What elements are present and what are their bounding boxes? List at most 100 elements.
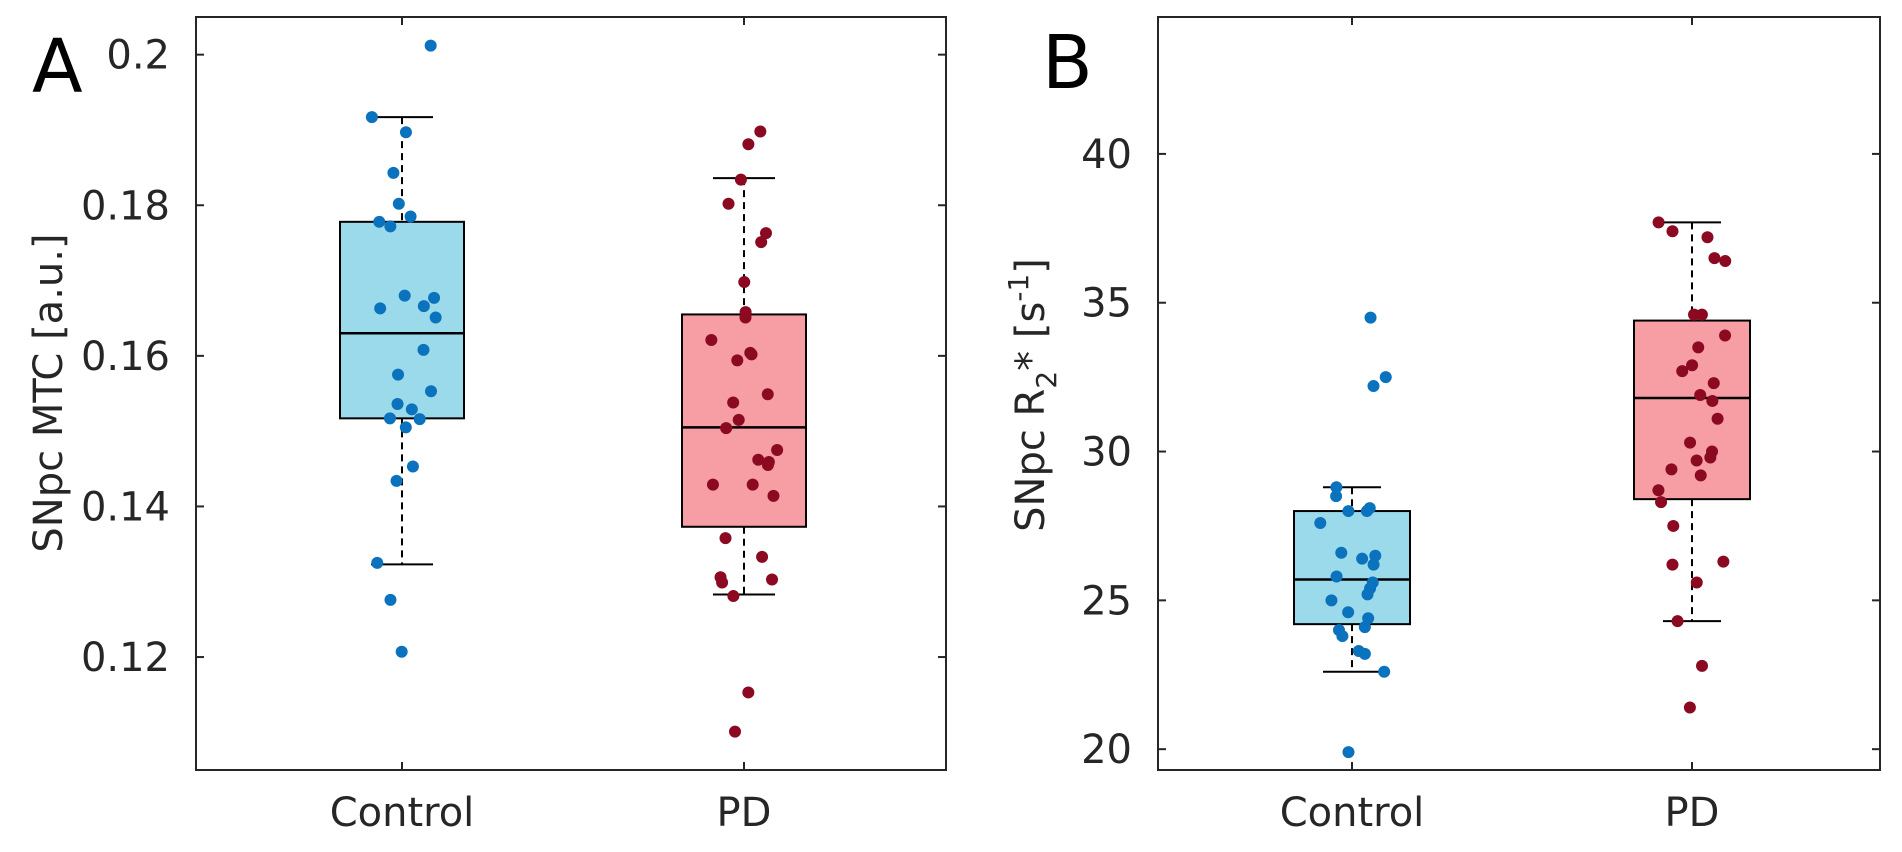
- data-point-control: [365, 111, 378, 124]
- data-point-pd: [734, 173, 747, 186]
- data-point-control: [371, 556, 384, 569]
- data-point-pd: [755, 236, 768, 249]
- panel-b-x-axis: Control PD: [1280, 17, 1720, 836]
- data-point-control: [428, 291, 441, 304]
- data-point-control: [373, 215, 386, 228]
- data-point-pd: [719, 532, 732, 545]
- data-point-pd: [1717, 555, 1730, 568]
- data-point-pd: [1671, 615, 1684, 628]
- data-point-pd: [1701, 231, 1714, 244]
- data-point-control: [413, 413, 426, 426]
- y-tick-label: 30: [1081, 430, 1132, 476]
- data-point-control: [1358, 621, 1371, 634]
- y-tick-label: 0.14: [81, 484, 170, 530]
- data-point-control: [1330, 570, 1343, 583]
- data-point-pd: [720, 422, 733, 435]
- data-point-pd: [738, 276, 751, 289]
- data-point-pd: [739, 311, 752, 324]
- data-point-pd: [716, 576, 729, 589]
- data-point-pd: [1686, 359, 1699, 372]
- data-point-control: [387, 166, 400, 179]
- data-point-control: [405, 403, 418, 416]
- data-point-pd: [729, 725, 742, 738]
- data-point-pd: [742, 686, 755, 699]
- data-point-pd: [1683, 701, 1696, 714]
- data-point-pd: [1692, 341, 1705, 354]
- data-point-control: [417, 300, 430, 313]
- data-point-control: [406, 460, 419, 473]
- data-point-control: [1356, 552, 1369, 565]
- data-point-control: [1335, 546, 1348, 559]
- x-tick-label: Control: [1280, 790, 1425, 836]
- data-point-pd: [1690, 576, 1703, 589]
- x-tick-label: PD: [1665, 790, 1720, 836]
- panel-b-y-axis-title-star-unit: * [s: [1008, 302, 1054, 371]
- data-point-control: [392, 368, 405, 381]
- y-tick-label: 25: [1081, 578, 1132, 624]
- data-point-control: [404, 210, 417, 223]
- data-point-control: [392, 197, 405, 210]
- data-point-pd: [754, 125, 767, 138]
- data-point-control: [390, 474, 403, 487]
- panel-b-label: B: [1042, 20, 1093, 106]
- y-tick-label: 20: [1081, 727, 1132, 773]
- data-point-pd: [761, 388, 774, 401]
- data-point-pd: [732, 413, 745, 426]
- data-point-pd: [1676, 365, 1689, 378]
- data-point-control: [417, 343, 430, 356]
- y-tick-label: 0.12: [81, 635, 170, 681]
- panel-a-y-axis: 0.12 0.14 0.16 0.18 0.2: [81, 33, 946, 681]
- panel-b-points: [1314, 216, 1732, 759]
- data-point-pd: [1719, 255, 1732, 268]
- data-point-pd: [1708, 252, 1721, 265]
- data-point-control: [1314, 516, 1327, 529]
- data-point-pd: [745, 348, 758, 361]
- data-point-control: [429, 311, 442, 324]
- data-point-pd: [706, 478, 719, 491]
- data-point-pd: [1704, 451, 1717, 464]
- data-point-pd: [1695, 308, 1708, 321]
- data-point-pd: [727, 590, 740, 603]
- panel-a-y-axis-title: SNpc MTC [a.u.]: [26, 233, 72, 552]
- data-point-control: [398, 289, 411, 302]
- data-point-control: [374, 302, 387, 315]
- data-point-pd: [742, 138, 755, 151]
- box-pd: [1633, 319, 1751, 501]
- data-point-control: [1342, 746, 1355, 759]
- data-point-control: [399, 421, 412, 434]
- data-point-control: [424, 39, 437, 52]
- data-point-pd: [756, 550, 769, 563]
- data-point-control: [1361, 588, 1374, 601]
- data-point-pd: [1684, 436, 1697, 449]
- panel-a: 0.12 0.14 0.16 0.18 0.2 Control PD A SNpc MTC…: [26, 16, 947, 836]
- data-point-pd: [771, 443, 784, 456]
- data-point-control: [384, 220, 397, 233]
- data-point-control: [1367, 380, 1380, 393]
- box-control: [1293, 510, 1411, 626]
- panel-b-boxes: [1293, 221, 1751, 673]
- data-point-pd: [1719, 329, 1732, 342]
- panel-a-x-axis: Control PD: [330, 17, 772, 836]
- data-point-control: [1330, 481, 1343, 494]
- panel-b-y-axis-title-main: SNpc R: [1008, 389, 1054, 532]
- data-point-pd: [731, 354, 744, 367]
- panel-a-points: [365, 39, 784, 738]
- data-point-control: [1325, 594, 1338, 607]
- data-point-control: [1342, 606, 1355, 619]
- panel-a-plot-frame: [195, 16, 947, 771]
- panel-b-y-axis-title-superscript: -1: [1002, 274, 1035, 302]
- x-tick-label: Control: [330, 790, 475, 836]
- x-tick-label: PD: [717, 790, 772, 836]
- data-point-control: [395, 645, 408, 658]
- data-point-pd: [1666, 225, 1679, 238]
- data-point-control: [1358, 647, 1371, 660]
- data-point-control: [1342, 505, 1355, 518]
- data-point-control: [1360, 505, 1373, 518]
- data-point-pd: [1652, 484, 1665, 497]
- data-point-control: [1336, 630, 1349, 643]
- data-point-control: [383, 412, 396, 425]
- panel-b-y-axis-title-subscript: 2: [1030, 371, 1063, 389]
- data-point-pd: [727, 396, 740, 409]
- box-control: [339, 220, 465, 420]
